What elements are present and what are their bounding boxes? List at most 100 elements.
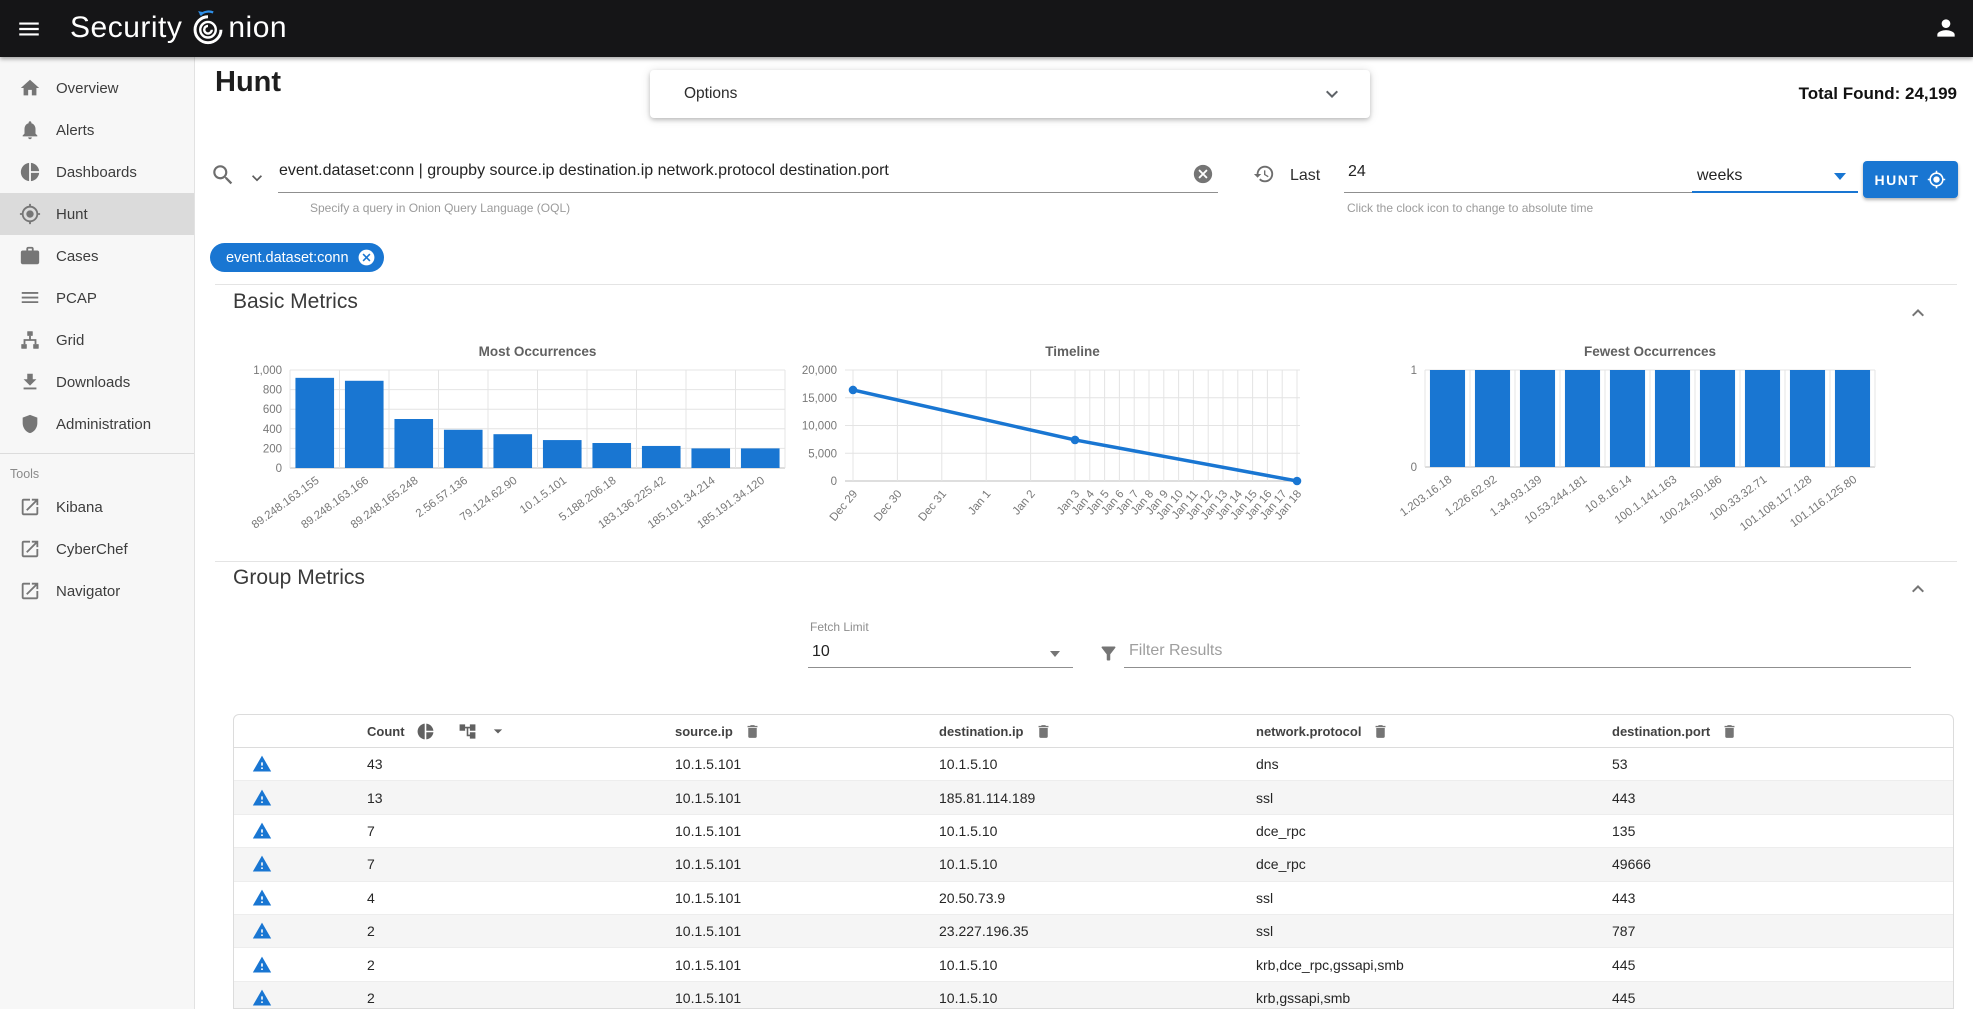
time-unit-caret-icon[interactable]: [1834, 173, 1846, 180]
fetch-limit-select[interactable]: 10: [812, 643, 830, 661]
filter-results-input[interactable]: [1129, 642, 1899, 660]
groupby-dropdown[interactable]: [488, 721, 508, 741]
table-cell: 20.50.73.9: [939, 890, 1256, 906]
fetch-limit-caret-icon[interactable]: [1050, 651, 1060, 657]
sidebar-item-pcap[interactable]: PCAP: [0, 277, 194, 319]
column-header-destination-port: destination.port: [1612, 723, 1953, 740]
table-row[interactable]: 4310.1.5.10110.1.5.10dns53: [234, 748, 1953, 781]
row-warning-icon[interactable]: [252, 988, 272, 1008]
column-header-network-protocol: network.protocol: [1256, 723, 1612, 740]
sidebar-item-navigator[interactable]: Navigator: [0, 570, 194, 612]
group-metrics-collapse-button[interactable]: [1906, 577, 1930, 601]
basic-metrics-collapse-button[interactable]: [1906, 301, 1930, 325]
table-cell: 10.1.5.101: [675, 790, 939, 806]
sidebar-item-label: Overview: [56, 80, 119, 97]
table-cell: 10.1.5.101: [675, 856, 939, 872]
svg-text:1,000: 1,000: [253, 365, 282, 377]
chip-remove-icon[interactable]: [357, 248, 376, 267]
row-warning-icon[interactable]: [252, 788, 272, 808]
table-cell: 10.1.5.101: [675, 756, 939, 772]
row-warning-icon[interactable]: [252, 821, 272, 841]
table-row[interactable]: 1310.1.5.101185.81.114.189ssl443: [234, 781, 1953, 814]
table-row[interactable]: 410.1.5.10120.50.73.9ssl443: [234, 882, 1953, 915]
groupby-button[interactable]: [458, 722, 477, 741]
onion-logo-icon: [189, 8, 227, 48]
row-warning-icon[interactable]: [252, 854, 272, 874]
table-cell: 10.1.5.10: [939, 856, 1256, 872]
sidebar-item-administration[interactable]: Administration: [0, 403, 194, 445]
table-row[interactable]: 210.1.5.10110.1.5.10krb,gssapi,smb445: [234, 982, 1953, 1009]
table-cell: 443: [1612, 890, 1953, 906]
table-row[interactable]: 710.1.5.10110.1.5.10dce_rpc49666: [234, 848, 1953, 881]
sidebar-item-kibana[interactable]: Kibana: [0, 486, 194, 528]
svg-text:10,000: 10,000: [802, 421, 837, 433]
column-header-label: destination.ip: [939, 724, 1024, 739]
pie-chart-toggle[interactable]: [416, 722, 435, 741]
time-unit-select[interactable]: weeks: [1697, 167, 1742, 185]
filter-chip[interactable]: event.dataset:conn: [210, 243, 384, 272]
query-input[interactable]: [279, 162, 1179, 180]
pie-chart-toggle-icon[interactable]: [416, 722, 435, 741]
groupby-icon[interactable]: [458, 722, 477, 741]
menu-button[interactable]: [16, 16, 42, 42]
sidebar-item-label: Dashboards: [56, 164, 137, 181]
table-row[interactable]: 710.1.5.10110.1.5.10dce_rpc135: [234, 815, 1953, 848]
clear-query-icon[interactable]: [1192, 163, 1214, 185]
sidebar-item-label: CyberChef: [56, 541, 128, 558]
page-title: Hunt: [215, 66, 281, 99]
remove-column-icon[interactable]: [1035, 723, 1052, 740]
row-warning-icon[interactable]: [252, 888, 272, 908]
table-cell: 10.1.5.10: [939, 957, 1256, 973]
remove-column-button[interactable]: [1372, 723, 1389, 740]
row-warning-icon[interactable]: [252, 921, 272, 941]
remove-column-button[interactable]: [1721, 723, 1738, 740]
table-row[interactable]: 210.1.5.10123.227.196.35ssl787: [234, 915, 1953, 948]
bell-icon: [19, 119, 41, 141]
duration-input[interactable]: [1348, 163, 1648, 181]
remove-column-icon[interactable]: [1372, 723, 1389, 740]
options-label: Options: [684, 85, 737, 103]
table-cell: krb,gssapi,smb: [1256, 990, 1612, 1006]
table-cell: ssl: [1256, 890, 1612, 906]
most-occurrences-chart: Most Occurrences1,000800600400200089.248…: [200, 340, 830, 558]
filter-funnel-icon: [1098, 643, 1119, 669]
row-warning-icon[interactable]: [252, 955, 272, 975]
sidebar-item-grid[interactable]: Grid: [0, 319, 194, 361]
query-history-caret-icon[interactable]: [247, 168, 267, 193]
user-menu-button[interactable]: [1933, 15, 1959, 41]
options-panel[interactable]: Options: [650, 70, 1370, 118]
sidebar-item-overview[interactable]: Overview: [0, 67, 194, 109]
sidebar-item-dashboards[interactable]: Dashboards: [0, 151, 194, 193]
table-cell: 185.81.114.189: [939, 790, 1256, 806]
sidebar-item-label: Administration: [56, 416, 151, 433]
table-cell: 43: [367, 756, 675, 772]
clock-history-icon[interactable]: [1253, 163, 1275, 185]
sidebar-item-label: Navigator: [56, 583, 120, 600]
column-header-label: destination.port: [1612, 724, 1710, 739]
hunt-button[interactable]: HUNT: [1863, 161, 1958, 198]
sidebar-item-alerts[interactable]: Alerts: [0, 109, 194, 151]
top-bar: Security nion: [0, 0, 1973, 57]
sidebar-item-cases[interactable]: Cases: [0, 235, 194, 277]
remove-column-icon[interactable]: [744, 723, 761, 740]
brand-text-left: Security: [70, 7, 182, 49]
row-warning-icon[interactable]: [252, 754, 272, 774]
svg-text:Jan 1: Jan 1: [966, 488, 993, 517]
table-cell: dce_rpc: [1256, 856, 1612, 872]
group-metrics-table: Countsource.ipdestination.ipnetwork.prot…: [233, 714, 1954, 1009]
remove-column-button[interactable]: [744, 723, 761, 740]
groupby-dropdown-icon[interactable]: [488, 721, 508, 741]
remove-column-button[interactable]: [1035, 723, 1052, 740]
sidebar-item-hunt[interactable]: Hunt: [0, 193, 194, 235]
remove-column-icon[interactable]: [1721, 723, 1738, 740]
table-cell: 445: [1612, 990, 1953, 1006]
sidebar-item-downloads[interactable]: Downloads: [0, 361, 194, 403]
svg-text:Jan 2: Jan 2: [1011, 488, 1038, 517]
svg-text:Dec 29: Dec 29: [828, 488, 861, 524]
svg-text:1: 1: [1411, 365, 1417, 377]
sidebar-item-label: PCAP: [56, 290, 97, 307]
column-header-source-ip: source.ip: [675, 723, 939, 740]
sidebar-item-cyberchef[interactable]: CyberChef: [0, 528, 194, 570]
svg-text:600: 600: [263, 404, 282, 416]
table-row[interactable]: 210.1.5.10110.1.5.10krb,dce_rpc,gssapi,s…: [234, 948, 1953, 981]
